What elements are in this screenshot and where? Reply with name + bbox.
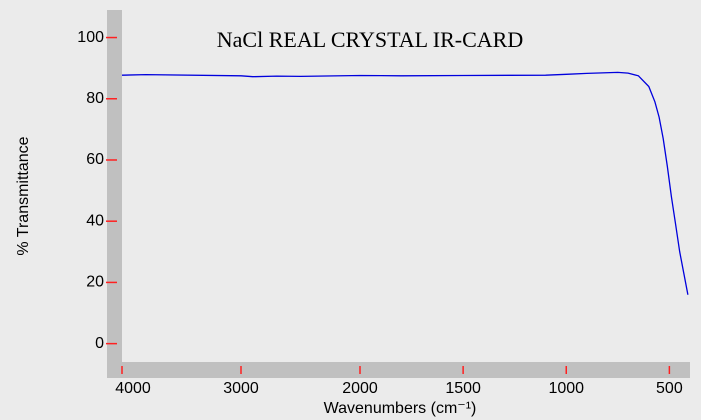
y-tick-label: 20 <box>86 274 104 291</box>
chart-title: NaCl REAL CRYSTAL IR-CARD <box>217 27 523 52</box>
x-tick-label: 2000 <box>342 380 378 397</box>
x-tick-label: 500 <box>656 380 683 397</box>
x-tick-label: 1500 <box>445 380 481 397</box>
y-tick-label: 100 <box>77 29 104 46</box>
y-tick-label: 80 <box>86 90 104 107</box>
y-axis-label: % Transmittance <box>15 136 32 255</box>
x-tick-label: 4000 <box>115 380 151 397</box>
y-tick-label: 40 <box>86 212 104 229</box>
x-tick-label: 1000 <box>548 380 584 397</box>
y-axis-band <box>107 10 122 378</box>
y-tick-label: 0 <box>95 335 104 352</box>
spectrum-line <box>121 71 689 295</box>
x-axis-label: Wavenumbers (cm⁻¹) <box>324 400 477 417</box>
y-tick-label: 60 <box>86 151 104 168</box>
x-tick-label: 3000 <box>223 380 259 397</box>
x-axis-band <box>107 362 690 378</box>
